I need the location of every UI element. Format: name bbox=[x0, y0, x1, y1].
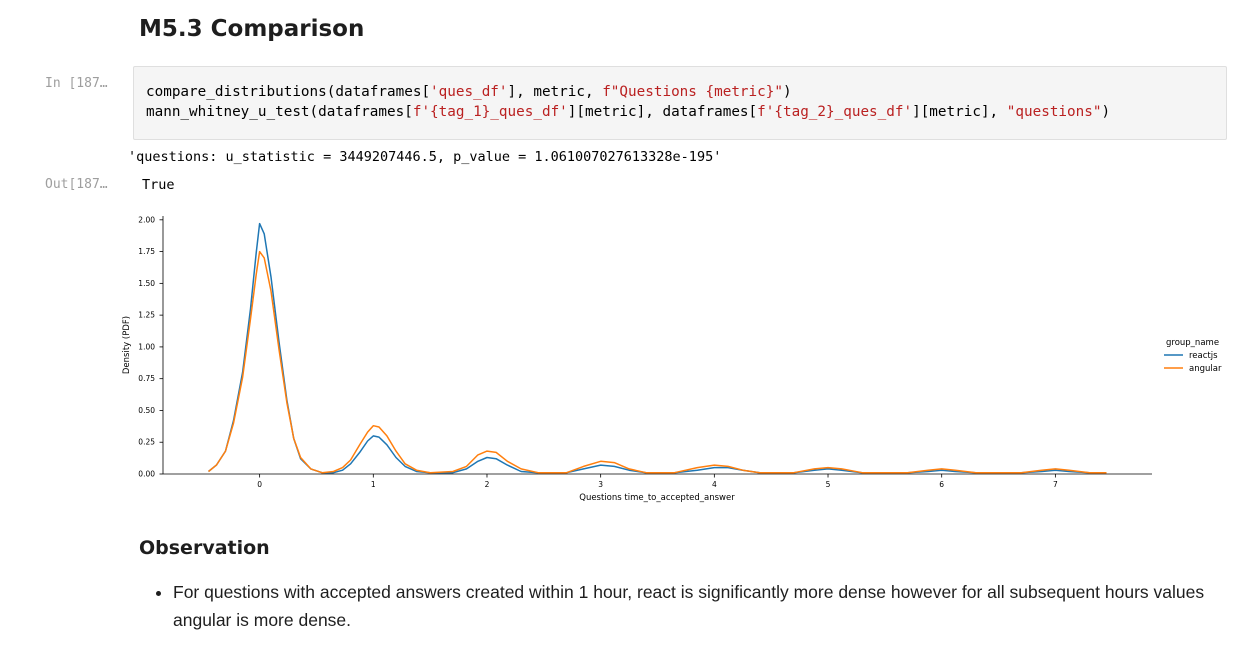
x-tick-label: 2 bbox=[485, 480, 490, 489]
x-tick-label: 4 bbox=[712, 480, 717, 489]
input-prompt: In [187… bbox=[45, 76, 108, 91]
y-tick-label: 0.25 bbox=[138, 438, 155, 447]
output-prompt: Out[187… bbox=[45, 177, 108, 192]
y-tick-label: 0.50 bbox=[138, 406, 155, 415]
y-tick-label: 0.00 bbox=[138, 470, 155, 479]
y-axis-label: Density (PDF) bbox=[122, 316, 132, 374]
y-tick-label: 2.00 bbox=[138, 215, 155, 224]
y-tick-label: 1.00 bbox=[138, 342, 155, 351]
x-tick-label: 5 bbox=[826, 480, 831, 489]
x-tick-label: 0 bbox=[257, 480, 262, 489]
series-line-reactjs bbox=[208, 222, 1107, 474]
y-tick-label: 1.75 bbox=[138, 247, 155, 256]
y-tick-label: 0.75 bbox=[138, 374, 155, 383]
density-chart: 0.00 0.25 0.50 0.75 1.00 1.25 1.50 1.75 2.00 0 1 2… bbox=[122, 215, 1222, 503]
legend-label-angular: angular bbox=[1189, 364, 1222, 374]
x-tick-label: 3 bbox=[598, 480, 603, 489]
code-cell[interactable]: compare_distributions(dataframes['ques_d… bbox=[133, 66, 1227, 140]
code-line-2: mann_whitney_u_test(dataframes[f'{tag_1}… bbox=[146, 104, 1111, 120]
output-value: True bbox=[142, 177, 175, 193]
code-line-1: compare_distributions(dataframes['ques_d… bbox=[146, 84, 792, 100]
y-tick-label: 1.25 bbox=[138, 311, 155, 320]
legend-label-reactjs: reactjs bbox=[1189, 351, 1218, 361]
legend: group_name reactjs angular bbox=[1164, 338, 1222, 374]
x-tick-label: 1 bbox=[371, 480, 376, 489]
x-tick-label: 7 bbox=[1053, 480, 1058, 489]
section-heading: M5.3 Comparison bbox=[139, 16, 365, 42]
stdout-text: 'questions: u_statistic = 3449207446.5, … bbox=[128, 149, 722, 165]
x-tick-label: 6 bbox=[939, 480, 944, 489]
plot-area: 0.00 0.25 0.50 0.75 1.00 1.25 1.50 1.75 2.00 0 1 2… bbox=[138, 215, 1152, 489]
observation-heading: Observation bbox=[139, 537, 270, 559]
legend-title: group_name bbox=[1166, 338, 1219, 348]
observation-bullet: For questions with accepted answers crea… bbox=[173, 578, 1233, 634]
observation-list: For questions with accepted answers crea… bbox=[155, 578, 1233, 634]
series-line-angular bbox=[208, 250, 1107, 474]
y-tick-label: 1.50 bbox=[138, 279, 155, 288]
x-axis-label: Questions time_to_accepted_answer bbox=[579, 493, 735, 503]
